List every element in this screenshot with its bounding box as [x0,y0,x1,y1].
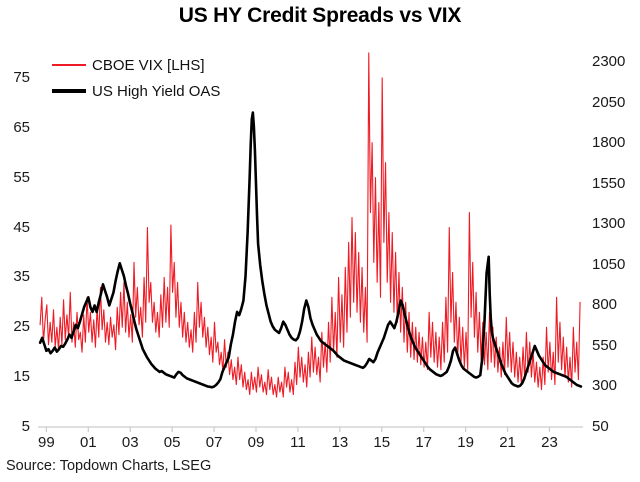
y-axis-right-tick-label: 2050 [592,93,626,111]
y-axis-right-tick-label: 1050 [592,255,626,273]
x-axis-tick-label: 05 [163,434,181,451]
y-axis-right-tick-label: 800 [592,296,618,314]
y-axis-left-tick-label: 55 [13,168,30,186]
legend-swatch-oas-icon [52,89,86,93]
x-axis-tick-label: 11 [290,434,306,451]
y-axis-left-tick-label: 65 [13,118,30,136]
x-axis-tick-label: 01 [79,434,97,451]
legend-item-oas: US High Yield OAS [52,78,220,104]
chart-legend: CBOE VIX [LHS] US High Yield OAS [52,52,220,104]
x-axis-tick-label: 03 [121,434,139,451]
y-axis-left-tick-label: 75 [13,68,30,86]
y-axis-left-tick-label: 5 [21,418,30,435]
y-axis-right-tick-label: 1550 [592,174,626,192]
x-axis-tick-label: 07 [205,434,223,451]
source-note: Source: Topdown Charts, LSEG [6,458,212,474]
y-axis-left-tick-label: 15 [13,368,30,386]
x-axis-tick-label: 21 [499,434,516,451]
y-axis-right-tick-label: 1300 [592,215,626,233]
y-axis-right-tick-label: 50 [592,418,609,435]
legend-item-vix: CBOE VIX [LHS] [52,52,220,78]
chart-title: US HY Credit Spreads vs VIX [178,4,462,27]
x-axis-tick-label: 19 [457,434,474,451]
y-axis-left-tick-label: 35 [13,268,30,286]
x-axis-tick-label: 99 [38,434,55,451]
legend-label-oas: US High Yield OAS [92,82,221,100]
y-axis-right-tick-label: 300 [592,377,618,395]
x-axis-tick-label: 13 [331,434,349,451]
y-axis-right-tick-label: 550 [592,336,618,354]
x-axis-tick-label: 23 [541,434,558,451]
series-line-oas [38,111,583,389]
legend-swatch-vix-icon [52,64,86,66]
x-axis-tick-label: 15 [373,434,391,451]
x-axis-tick-label: 09 [247,434,265,451]
y-axis-right-tick-label: 2300 [592,53,626,71]
y-axis-left-tick-label: 45 [13,218,30,236]
series-line-vix [39,52,581,398]
x-axis-tick-label: 17 [415,434,433,451]
legend-label-vix: CBOE VIX [LHS] [92,56,205,74]
y-axis-right-tick-label: 1800 [592,134,626,152]
y-axis-left-tick-label: 25 [13,318,30,336]
